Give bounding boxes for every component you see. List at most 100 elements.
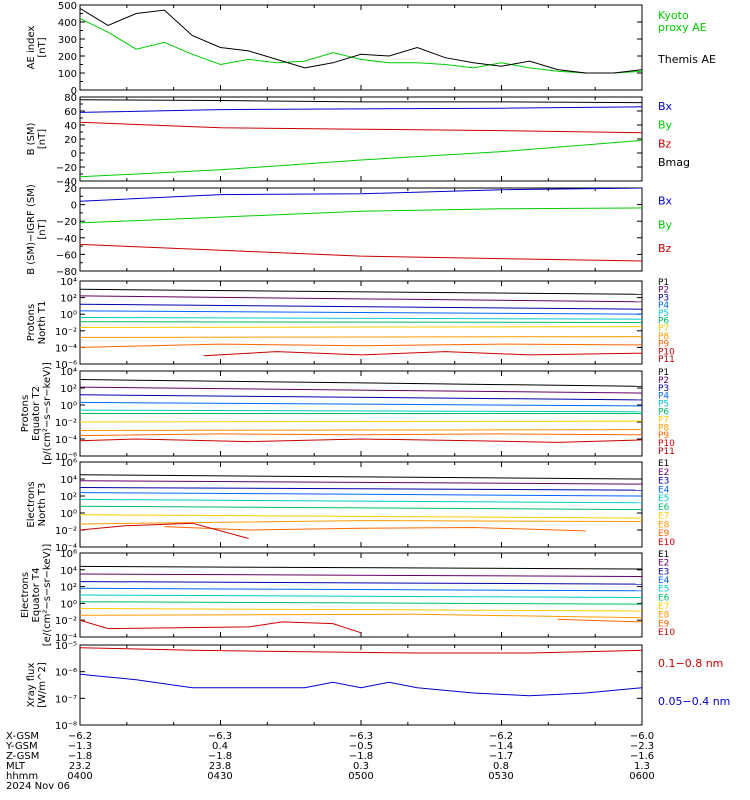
y-axis-label: Electrons (26, 481, 37, 527)
y-tick-label: 20 (64, 184, 77, 195)
y-tick-label: 10⁻² (55, 526, 77, 537)
series-line-e5 (80, 498, 642, 504)
y-tick-label: 0 (71, 86, 77, 97)
footer-value: 0400 (67, 771, 92, 782)
footer-value: 0.8 (493, 761, 509, 772)
series-line-bx (80, 106, 642, 113)
legend-entry: E4 (658, 485, 670, 495)
legend-entry: P1 (658, 368, 669, 378)
y-axis-label: Equator T2 (31, 386, 42, 441)
footer-row-label: Y-GSM (5, 741, 38, 752)
y-axis-label: Equator T4 (31, 568, 42, 623)
series-line-e1 (80, 565, 642, 570)
y-tick-label: −20 (56, 217, 77, 228)
legend-entry: E8 (658, 611, 670, 621)
legend-entry: P6 (658, 408, 669, 418)
series-line-p7 (80, 420, 642, 423)
footer-value: −1.8 (208, 751, 232, 762)
footer-value: −1.8 (349, 751, 373, 762)
panel-3: −80 −60 −40 −20 0 20 B (SM)−IGRF (SM) [nT] Bx By B… (26, 184, 673, 278)
legend-entry: E6 (658, 503, 670, 513)
legend-entry: E7 (658, 602, 669, 612)
legend-entry: E10 (658, 538, 675, 548)
panel-4: 10⁻⁶ 10⁻⁴ 10⁻² 10⁰ 10² 10⁴ Protons North T1 P1P2… (26, 277, 675, 371)
panel-7: 10⁻⁴ 10⁻² 10⁰ 10² 10⁴ 10⁶ Electrons Equator T4[… (20, 544, 675, 647)
footer-date: 2024 Nov 06 (6, 781, 70, 792)
legend-entry: P11 (658, 355, 675, 365)
y-tick-label: 10⁻² (55, 418, 77, 429)
y-tick-label: 10² (60, 384, 77, 395)
y-tick-label: 0 (71, 201, 77, 212)
footer-value: 0430 (207, 771, 232, 782)
series-line-p4 (80, 401, 642, 407)
legend-entry: E2 (658, 559, 669, 569)
series-line-e8 (80, 613, 642, 619)
series-line-p3 (80, 394, 642, 401)
legend-entry: P5 (658, 309, 669, 319)
y-tick-label: 10⁴ (60, 367, 77, 378)
series-line-by (80, 139, 642, 178)
footer-value: −6.3 (208, 731, 232, 742)
y-tick-label: 10² (60, 492, 77, 503)
y-tick-label: 10⁻⁶ (55, 668, 77, 679)
y-tick-label: 10⁻² (55, 616, 77, 627)
y-axis-label: [p/(cm²−s−sr−keV)] (42, 362, 53, 465)
series-line-e8 (80, 520, 642, 525)
footer-value: −6.2 (489, 731, 513, 742)
y-tick-label: 0 (71, 149, 77, 160)
legend-entry: P11 (658, 447, 675, 457)
legend-entry: Bx (658, 100, 673, 113)
series-line-p8 (80, 429, 642, 431)
legend-entry: proxy AE (658, 21, 707, 34)
y-tick-label: −40 (56, 234, 77, 245)
y-tick-label: 10⁶ (60, 549, 77, 560)
footer-value: −1.8 (68, 751, 92, 762)
y-tick-label: 300 (58, 35, 77, 46)
legend-entry: 0.05−0.4 nm (658, 695, 730, 708)
y-axis-label: AE index (26, 26, 37, 70)
y-tick-label: 400 (58, 18, 77, 29)
panel-frame (79, 187, 643, 272)
legend-entry: 0.1−0.8 nm (658, 657, 723, 670)
series-line-e9 (557, 618, 642, 623)
legend-entry: E9 (658, 529, 670, 539)
legend-entry: P8 (658, 332, 669, 342)
series-line-bz (80, 121, 642, 134)
series-line-e10 (80, 619, 362, 634)
y-tick-label: 10⁻⁶ (55, 360, 77, 371)
series-line-by (80, 207, 642, 224)
footer-row-label: hhmm (6, 771, 38, 782)
legend-entry: P4 (658, 392, 669, 402)
series-line-e1 (80, 474, 642, 480)
footer-value: 0500 (348, 771, 373, 782)
legend-entry: E6 (658, 593, 670, 603)
series-line-e4 (80, 492, 642, 497)
series-line-e5 (80, 594, 642, 598)
footer-value: 0.3 (353, 761, 369, 772)
panel-frame (79, 96, 643, 182)
legend-entry: E1 (658, 459, 669, 469)
footer-value: −1.6 (630, 751, 654, 762)
panel-2: −40 −20 0 20 40 60 80 B (SM) [nT] Bx By Bz Bmag (26, 93, 690, 188)
footer-value: −6.2 (68, 731, 92, 742)
legend-entry: P9 (658, 431, 669, 441)
footer-value: 0600 (629, 771, 654, 782)
series-line-p10 (203, 351, 642, 357)
y-tick-label: 10⁻² (55, 327, 77, 338)
series-line-e7 (80, 514, 642, 519)
legend-entry: P4 (658, 301, 669, 311)
series-line-p5 (80, 409, 642, 413)
y-tick-label: 10⁻⁴ (55, 633, 77, 644)
series-line-e6 (80, 505, 642, 511)
series-line-e3 (80, 487, 642, 491)
legend-entry: P2 (658, 286, 669, 296)
footer-value: 0.4 (212, 741, 228, 752)
legend-entry: By (658, 119, 673, 132)
y-tick-label: 10⁰ (60, 401, 77, 412)
footer-row-label: MLT (6, 761, 26, 772)
legend-entry: P6 (658, 317, 669, 327)
legend-entry: E2 (658, 468, 669, 478)
y-axis-label: [nT] (37, 219, 48, 239)
